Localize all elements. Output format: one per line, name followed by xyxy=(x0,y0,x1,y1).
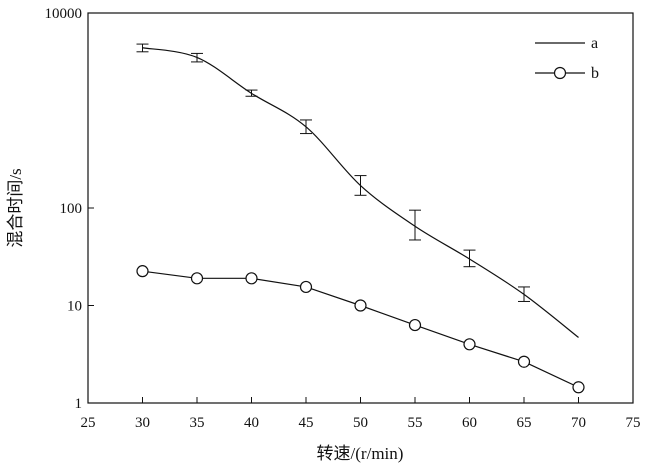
series-a-error-bar xyxy=(136,43,149,53)
series-a-error-bar xyxy=(518,286,530,302)
legend-label: a xyxy=(591,35,598,52)
x-tick-label: 70 xyxy=(571,415,586,431)
x-tick-label: 35 xyxy=(190,415,205,431)
x-tick-label: 40 xyxy=(244,415,259,431)
y-tick-label: 100 xyxy=(60,201,83,217)
series-b-point xyxy=(136,265,149,278)
x-axis-ticks: 25 30 35 40 45 50 55 60 65 70 75 xyxy=(81,397,641,431)
series-a-error-bar xyxy=(191,52,203,63)
x-tick-label: 55 xyxy=(408,415,423,431)
y-tick-label: 10000 xyxy=(45,6,83,22)
x-tick-label: 60 xyxy=(462,415,477,431)
x-tick-label: 30 xyxy=(135,415,150,431)
y-axis-ticks: 1 10 100 10000 xyxy=(45,6,94,412)
legend-marker xyxy=(553,66,567,80)
series-layer xyxy=(136,43,585,394)
y-tick-label: 1 xyxy=(75,396,83,412)
series-b-point xyxy=(354,299,367,312)
x-axis-title: 转速/(r/min) xyxy=(317,444,404,463)
legend: ab xyxy=(535,35,599,82)
x-tick-label: 25 xyxy=(81,415,96,431)
x-tick-label: 75 xyxy=(626,415,641,431)
y-axis-title: 混合时间/s xyxy=(6,168,25,247)
x-tick-label: 45 xyxy=(299,415,314,431)
x-tick-label: 50 xyxy=(353,415,368,431)
series-b-point xyxy=(245,272,258,285)
series-b-point xyxy=(463,338,476,351)
legend-label: b xyxy=(591,65,599,82)
series-b-point xyxy=(299,280,313,294)
series-b-point xyxy=(517,355,531,368)
legend-entry-a: a xyxy=(535,35,598,52)
series-a-error-bar xyxy=(409,209,421,241)
series-a-error-bar xyxy=(354,175,367,196)
plot-frame xyxy=(87,12,634,404)
series-a-error-bar xyxy=(245,89,258,97)
series-a-error-bar xyxy=(463,249,476,268)
y-tick-label: 10 xyxy=(67,299,82,315)
series-b-line xyxy=(142,270,579,388)
series-b-point xyxy=(190,272,204,285)
series-b-point xyxy=(408,318,422,332)
series-b-point xyxy=(572,381,585,394)
x-tick-label: 65 xyxy=(517,415,532,431)
legend-entry-b: b xyxy=(535,65,599,82)
series-a-error-bar xyxy=(300,119,312,135)
